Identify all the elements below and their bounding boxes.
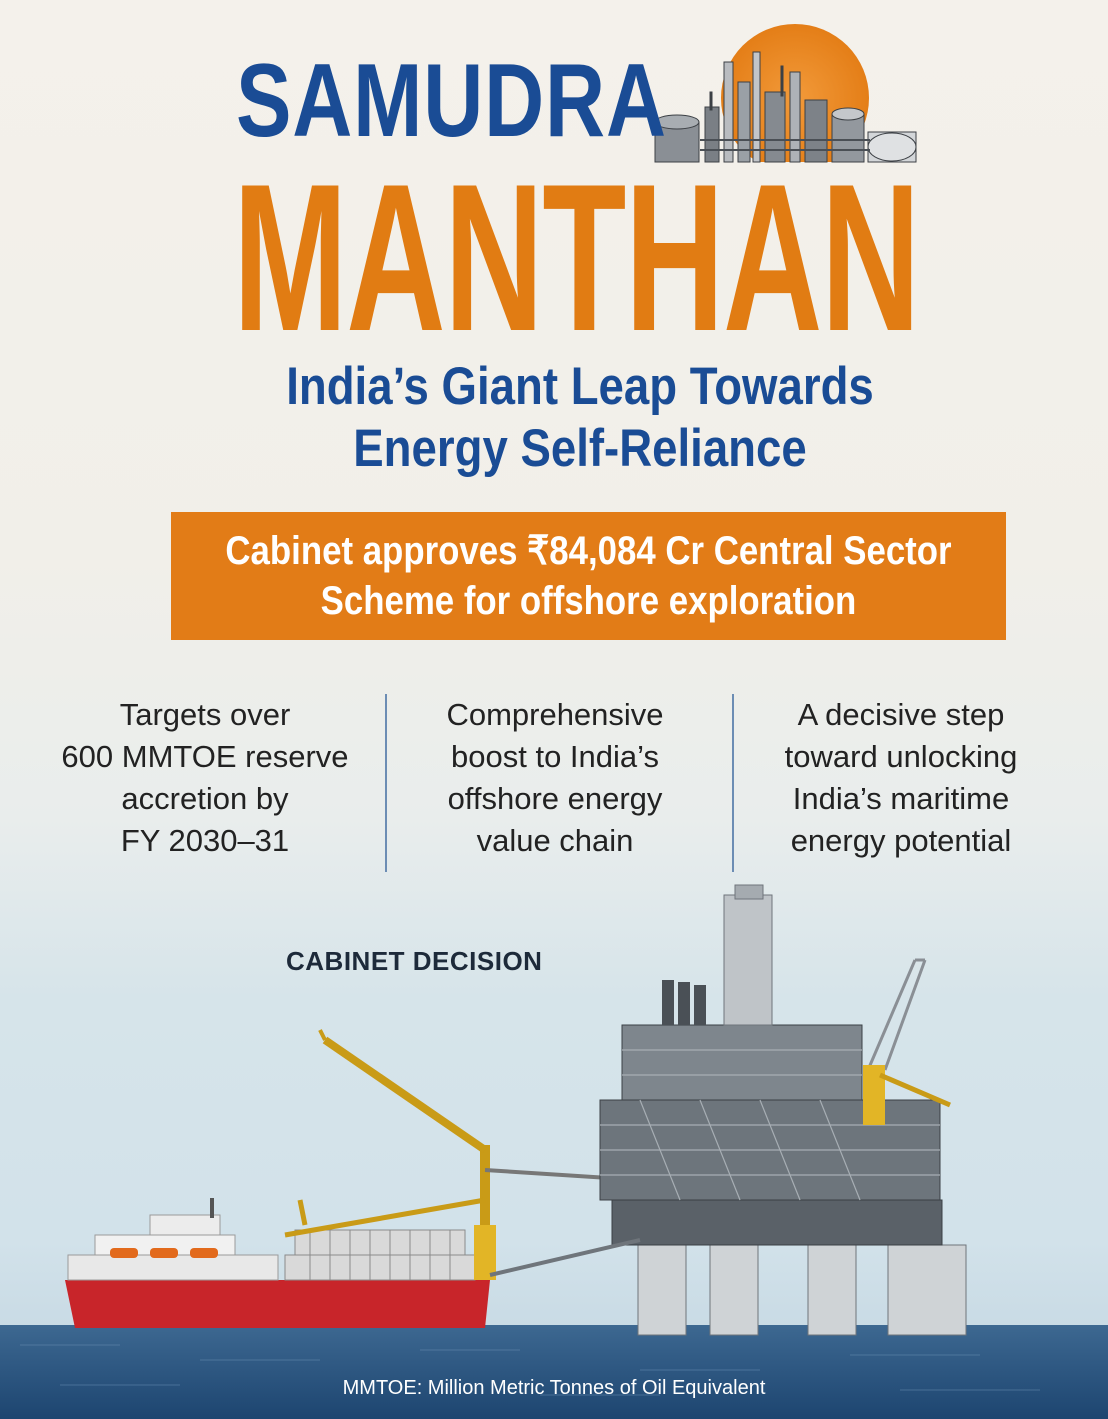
- key-point-line: 600 MMTOE reserve: [61, 739, 349, 774]
- cabinet-decision-label: CABINET DECISION: [286, 946, 543, 976]
- refinery-icon: [650, 24, 920, 172]
- key-points: Targets over 600 MMTOE reserve accretion…: [40, 694, 1080, 874]
- key-point-line: accretion by: [121, 781, 289, 816]
- sea: [0, 1325, 1108, 1419]
- banner-text: Cabinet approves ₹84,084 Cr Central Sect…: [171, 526, 1006, 626]
- divider: [732, 694, 734, 872]
- key-point-line: boost to India’s: [451, 739, 659, 774]
- title-manthan: MANTHAN: [233, 140, 920, 375]
- key-point-line: value chain: [476, 823, 634, 858]
- key-point-line: offshore energy: [447, 781, 663, 816]
- subtitle-line1: India’s Giant Leap Towards: [286, 357, 874, 416]
- offshore-platform-icon: [599, 884, 967, 1336]
- divider: [385, 694, 387, 872]
- key-point-targets: Targets over 600 MMTOE reserve accretion…: [40, 694, 370, 862]
- subtitle-line2: Energy Self-Reliance: [353, 419, 807, 478]
- key-point-line: energy potential: [790, 823, 1012, 858]
- key-point-line: India’s maritime: [792, 781, 1010, 816]
- key-point-line: toward unlocking: [784, 739, 1018, 774]
- footnote: MMTOE: Million Metric Tonnes of Oil Equi…: [342, 1377, 766, 1399]
- key-point-line: FY 2030–31: [120, 823, 290, 858]
- key-point-line: Targets over: [119, 697, 291, 732]
- key-point-boost: Comprehensive boost to India’s offshore …: [390, 694, 720, 862]
- key-point-line: A decisive step: [797, 697, 1005, 732]
- key-point-line: Comprehensive: [446, 697, 664, 732]
- announcement-banner: Cabinet approves ₹84,084 Cr Central Sect…: [171, 512, 1006, 640]
- key-point-potential: A decisive step toward unlocking India’s…: [736, 694, 1066, 862]
- offshore-scene: [0, 884, 1108, 1419]
- subtitle: India’s Giant Leap Towards Energy Self-R…: [150, 356, 1010, 480]
- banner-line1: Cabinet approves ₹84,084 Cr Central Sect…: [225, 529, 952, 573]
- banner-line2: Scheme for offshore exploration: [320, 579, 857, 623]
- supply-vessel-icon: [65, 1198, 490, 1328]
